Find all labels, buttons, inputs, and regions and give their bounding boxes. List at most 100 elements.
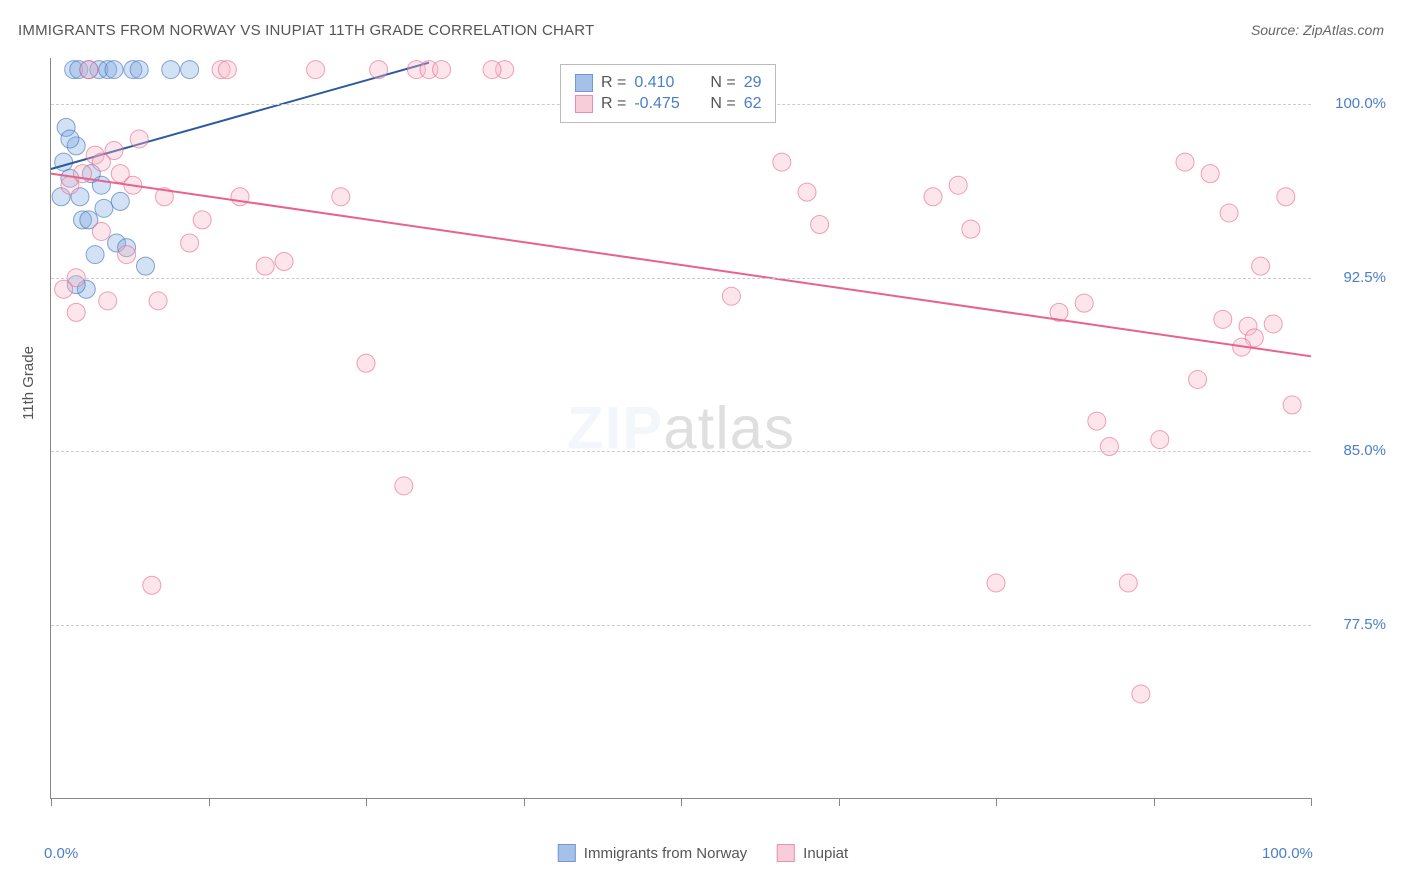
- legend-swatch: [777, 844, 795, 862]
- x-tick: [366, 798, 367, 806]
- r-label: R =: [601, 74, 626, 92]
- scatter-point: [1176, 153, 1194, 171]
- scatter-point: [55, 153, 73, 171]
- scatter-point: [181, 61, 199, 79]
- y-tick-label: 85.0%: [1343, 442, 1386, 459]
- scatter-point: [433, 61, 451, 79]
- y-axis-label: 11th Grade: [20, 346, 37, 420]
- trend-line: [51, 174, 1311, 357]
- scatter-point: [1220, 204, 1238, 222]
- source-attribution: Source: ZipAtlas.com: [1251, 22, 1384, 38]
- legend-item: Inupiat: [777, 844, 848, 862]
- scatter-point: [137, 257, 155, 275]
- n-label: N =: [710, 74, 735, 92]
- scatter-point: [231, 188, 249, 206]
- x-tick: [51, 798, 52, 806]
- scatter-point: [987, 574, 1005, 592]
- scatter-point: [1075, 294, 1093, 312]
- x-tick-label: 0.0%: [44, 845, 78, 862]
- scatter-point: [798, 183, 816, 201]
- gridline: [51, 278, 1311, 279]
- scatter-point: [275, 253, 293, 271]
- scatter-point: [949, 176, 967, 194]
- scatter-point: [92, 153, 110, 171]
- series-swatch: [575, 95, 593, 113]
- scatter-point: [1100, 438, 1118, 456]
- scatter-point: [218, 61, 236, 79]
- scatter-point: [149, 292, 167, 310]
- scatter-point: [86, 246, 104, 264]
- scatter-point: [162, 61, 180, 79]
- scatter-point: [55, 280, 73, 298]
- scatter-point: [811, 216, 829, 234]
- scatter-point: [256, 257, 274, 275]
- chart-title: IMMIGRANTS FROM NORWAY VS INUPIAT 11TH G…: [18, 22, 594, 39]
- scatter-point: [962, 220, 980, 238]
- scatter-point: [1214, 310, 1232, 328]
- scatter-point: [118, 246, 136, 264]
- x-tick: [996, 798, 997, 806]
- r-label: R =: [601, 95, 626, 113]
- stats-row: R = -0.475 N = 62: [575, 95, 761, 113]
- legend-swatch: [558, 844, 576, 862]
- scatter-point: [483, 61, 501, 79]
- scatter-point: [1151, 431, 1169, 449]
- r-value: 0.410: [634, 74, 692, 92]
- gridline: [51, 451, 1311, 452]
- scatter-point: [332, 188, 350, 206]
- scatter-point: [1264, 315, 1282, 333]
- scatter-point: [1132, 685, 1150, 703]
- scatter-point: [395, 477, 413, 495]
- x-tick: [1154, 798, 1155, 806]
- plot-area: ZIPatlas: [50, 58, 1311, 799]
- scatter-point: [95, 199, 113, 217]
- scatter-point: [99, 292, 117, 310]
- scatter-point: [1252, 257, 1270, 275]
- scatter-point: [193, 211, 211, 229]
- scatter-point: [1277, 188, 1295, 206]
- chart-svg: [51, 58, 1311, 798]
- x-tick: [524, 798, 525, 806]
- scatter-point: [1283, 396, 1301, 414]
- scatter-point: [181, 234, 199, 252]
- stats-legend-box: R = 0.410 N = 29 R = -0.475 N = 62: [560, 64, 776, 123]
- y-tick-label: 77.5%: [1343, 616, 1386, 633]
- scatter-point: [357, 354, 375, 372]
- scatter-point: [130, 61, 148, 79]
- legend-label: Immigrants from Norway: [584, 845, 747, 862]
- scatter-point: [130, 130, 148, 148]
- scatter-point: [1119, 574, 1137, 592]
- x-tick: [839, 798, 840, 806]
- legend-item: Immigrants from Norway: [558, 844, 747, 862]
- scatter-point: [61, 130, 79, 148]
- bottom-legend: Immigrants from Norway Inupiat: [558, 844, 848, 862]
- scatter-point: [80, 61, 98, 79]
- y-tick-label: 92.5%: [1343, 269, 1386, 286]
- legend-label: Inupiat: [803, 845, 848, 862]
- scatter-point: [370, 61, 388, 79]
- scatter-point: [92, 176, 110, 194]
- scatter-point: [143, 576, 161, 594]
- scatter-point: [1088, 412, 1106, 430]
- n-value: 29: [744, 74, 762, 92]
- series-swatch: [575, 74, 593, 92]
- r-value: -0.475: [634, 95, 692, 113]
- x-tick: [681, 798, 682, 806]
- n-value: 62: [744, 95, 762, 113]
- x-tick: [1311, 798, 1312, 806]
- scatter-point: [773, 153, 791, 171]
- x-tick: [209, 798, 210, 806]
- scatter-point: [1189, 370, 1207, 388]
- scatter-point: [722, 287, 740, 305]
- n-label: N =: [710, 95, 735, 113]
- scatter-point: [111, 192, 129, 210]
- scatter-point: [105, 61, 123, 79]
- scatter-point: [307, 61, 325, 79]
- scatter-point: [924, 188, 942, 206]
- scatter-point: [67, 303, 85, 321]
- scatter-point: [1201, 165, 1219, 183]
- scatter-point: [92, 222, 110, 240]
- x-tick-label: 100.0%: [1262, 845, 1313, 862]
- y-tick-label: 100.0%: [1335, 95, 1386, 112]
- gridline: [51, 625, 1311, 626]
